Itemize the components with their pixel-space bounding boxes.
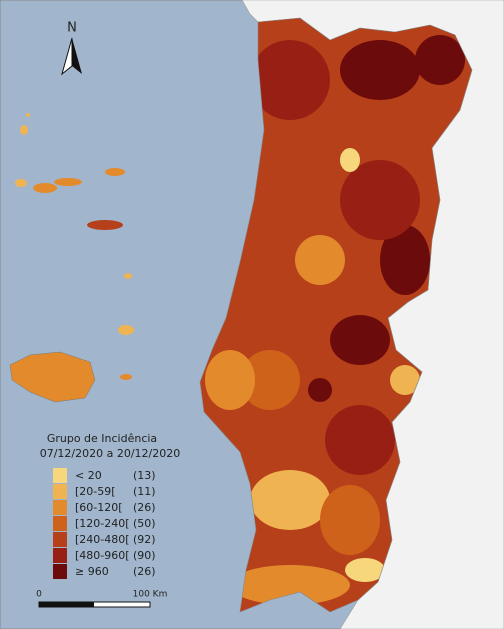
legend-label: [240-480[ (75, 533, 130, 546)
region (240, 350, 300, 410)
legend-swatch (53, 468, 67, 483)
region (340, 148, 360, 172)
legend-label: ≥ 960 (75, 565, 109, 578)
legend-label: [120-240[ (75, 517, 130, 530)
legend-swatch (53, 500, 67, 515)
region (250, 470, 330, 530)
flores (20, 125, 28, 135)
island (124, 273, 132, 279)
sao-miguel (87, 220, 123, 230)
region (205, 350, 255, 410)
porto-santo (120, 374, 132, 380)
legend-count: (90) (133, 549, 156, 562)
legend-label: [20-59[ (75, 485, 116, 498)
madeira (9, 351, 96, 403)
sao-jorge (54, 178, 82, 186)
region (340, 40, 420, 100)
legend-title: Grupo de Incidência (47, 432, 157, 445)
legend-count: (26) (133, 501, 156, 514)
region (320, 485, 380, 555)
region (345, 558, 385, 582)
legend: Grupo de Incidência 07/12/2020 a 20/12/2… (40, 432, 181, 579)
faial (15, 179, 27, 187)
legend-swatch (53, 548, 67, 563)
terceira (105, 168, 125, 176)
region (230, 565, 350, 605)
region (390, 365, 420, 395)
region (340, 160, 420, 240)
scale-bar: 0 100 Km (36, 590, 167, 608)
pico (33, 183, 57, 193)
region (308, 378, 332, 402)
island (118, 325, 134, 335)
region (325, 405, 395, 475)
region (295, 235, 345, 285)
arrow-light (61, 37, 73, 76)
legend-count: (26) (133, 565, 156, 578)
legend-swatch (53, 564, 67, 579)
legend-period: 07/12/2020 a 20/12/2020 (40, 447, 181, 460)
legend-label: [60-120[ (75, 501, 123, 514)
legend-label: [480-960[ (75, 549, 130, 562)
legend-count: (11) (133, 485, 156, 498)
region (380, 225, 430, 295)
north-arrow: N (61, 21, 82, 76)
north-label: N (67, 21, 77, 36)
legend-swatch (53, 516, 67, 531)
islands (9, 113, 134, 403)
legend-count: (13) (133, 469, 156, 482)
corvo (26, 113, 30, 117)
scale-segment (39, 602, 94, 607)
region (415, 35, 465, 85)
legend-swatch (53, 532, 67, 547)
scale-start: 0 (36, 590, 42, 600)
legend-label: < 20 (75, 469, 102, 482)
legend-swatch (53, 484, 67, 499)
legend-count: (50) (133, 517, 156, 530)
region (330, 315, 390, 365)
arrow-dark (72, 38, 82, 74)
scale-end: 100 Km (133, 590, 168, 600)
region (250, 40, 330, 120)
legend-count: (92) (133, 533, 156, 546)
